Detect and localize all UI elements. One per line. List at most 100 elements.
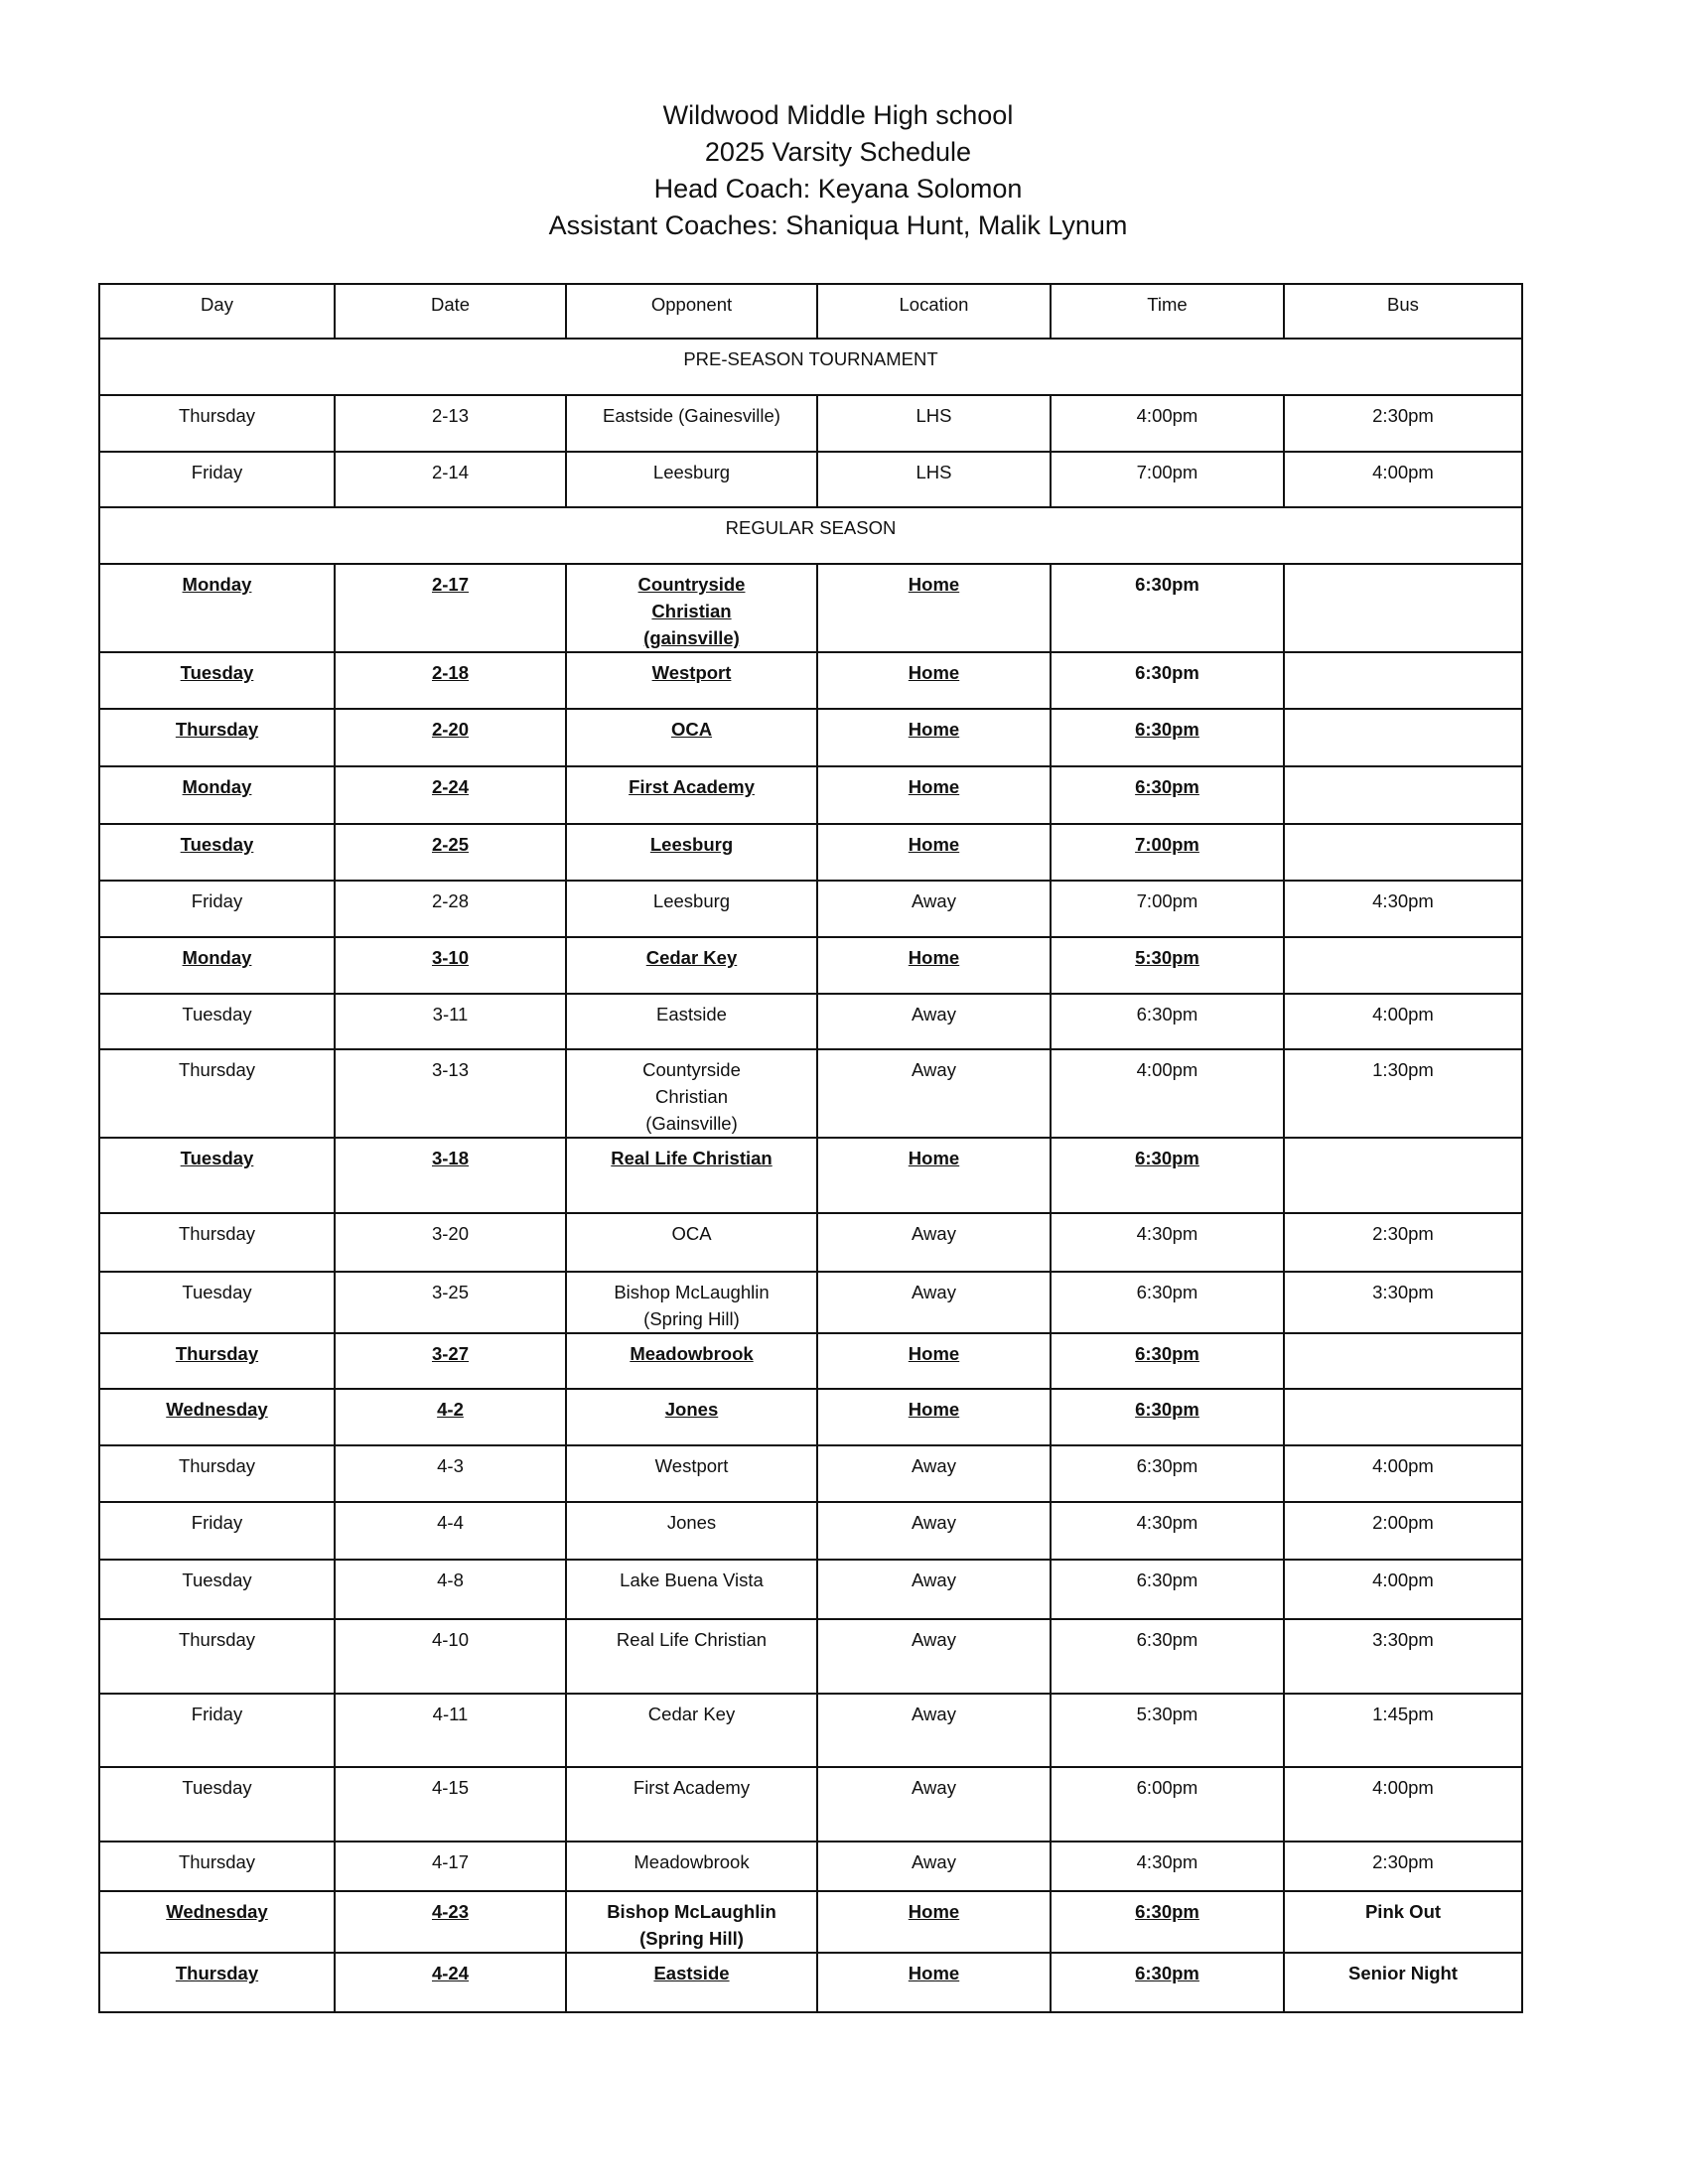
cell-location: Home — [816, 651, 1052, 710]
cell-opponent: Jones — [565, 1388, 818, 1446]
cell-bus — [1283, 1388, 1523, 1446]
cell-date: 2-20 — [334, 708, 567, 767]
cell-time: 4:00pm — [1050, 394, 1285, 453]
cell-opponent-text: Cedar Key — [645, 947, 738, 968]
table-row: Friday 4-11 Cedar Key Away 5:30pm 1:45pm — [98, 1693, 1523, 1768]
cell-opponent: Leesburg — [565, 823, 818, 882]
cell-bus: Senior Night — [1283, 1952, 1523, 2013]
cell-location: Home — [816, 1952, 1052, 2013]
cell-day-text: Tuesday — [182, 1282, 252, 1302]
cell-time-text: 6:30pm — [1135, 1343, 1199, 1364]
cell-day-text: Thursday — [175, 719, 259, 740]
cell-time: 7:00pm — [1050, 451, 1285, 508]
cell-time-text: 6:30pm — [1136, 1004, 1198, 1024]
cell-location-text: Away — [912, 1059, 956, 1080]
cell-location: Home — [816, 563, 1052, 653]
cell-time: 6:30pm — [1050, 1332, 1285, 1390]
cell-location-text: Away — [912, 1570, 956, 1590]
cell-day-text: Thursday — [175, 1963, 259, 1983]
cell-location: Home — [816, 1332, 1052, 1390]
cell-bus-text: 4:00pm — [1372, 1455, 1434, 1476]
column-header-bus-text: Bus — [1387, 294, 1419, 315]
cell-date: 2-28 — [334, 880, 567, 938]
cell-day-text: Monday — [182, 574, 252, 595]
school-name: Wildwood Middle High school — [662, 100, 1014, 130]
cell-bus — [1283, 651, 1523, 710]
cell-opponent-text: OCA — [670, 719, 713, 740]
table-row: Thursday 4-10 Real Life Christian Away 6:30p… — [98, 1618, 1523, 1695]
cell-date: 4-2 — [334, 1388, 567, 1446]
cell-opponent-text: Jones — [666, 1512, 717, 1533]
column-header-day-text: Day — [201, 294, 233, 315]
cell-day-text: Tuesday — [182, 1570, 252, 1590]
cell-date: 3-25 — [334, 1271, 567, 1334]
column-header-day: Day — [98, 283, 336, 340]
cell-bus: 1:30pm — [1283, 1048, 1523, 1139]
cell-location-text: Home — [908, 1148, 960, 1168]
cell-date: 4-17 — [334, 1841, 567, 1892]
cell-day-text: Thursday — [178, 405, 256, 426]
cell-opponent-text: OCA — [671, 1223, 712, 1244]
cell-day: Friday — [98, 451, 336, 508]
cell-time: 6:30pm — [1050, 993, 1285, 1050]
cell-day-text: Thursday — [178, 1223, 256, 1244]
cell-location: Home — [816, 936, 1052, 995]
cell-opponent: Lake Buena Vista — [565, 1559, 818, 1620]
cell-location: Home — [816, 1137, 1052, 1214]
section-regular-season-text: REGULAR SEASON — [725, 517, 897, 538]
cell-bus-text: 4:00pm — [1372, 1004, 1434, 1024]
cell-location: Away — [816, 1501, 1052, 1561]
document-header: Wildwood Middle High school 2025 Varsity… — [0, 97, 1676, 244]
cell-opponent-text: Leesburg — [649, 834, 734, 855]
cell-time: 6:30pm — [1050, 651, 1285, 710]
table-row: Monday 2-24 First Academy Home 6:30pm — [98, 765, 1523, 825]
cell-time: 6:30pm — [1050, 563, 1285, 653]
cell-date: 3-13 — [334, 1048, 567, 1139]
table-row: Thursday 3-27 Meadowbrook Home 6:30pm — [98, 1332, 1523, 1390]
cell-location: Away — [816, 1271, 1052, 1334]
cell-opponent-text: Westport — [654, 1455, 729, 1476]
cell-opponent: Meadowbrook — [565, 1841, 818, 1892]
cell-time: 6:30pm — [1050, 1271, 1285, 1334]
cell-day: Thursday — [98, 1332, 336, 1390]
cell-day-text: Thursday — [175, 1343, 259, 1364]
cell-opponent-text: Bishop McLaughlin (Spring Hill) — [607, 1901, 776, 1949]
cell-time-text: 7:00pm — [1136, 890, 1198, 911]
column-header-time-text: Time — [1147, 294, 1188, 315]
cell-date: 4-4 — [334, 1501, 567, 1561]
cell-date-text: 4-8 — [437, 1570, 464, 1590]
cell-date-text: 4-4 — [437, 1512, 464, 1533]
cell-location-text: Home — [908, 834, 960, 855]
cell-date-text: 2-28 — [431, 890, 470, 911]
cell-opponent: OCA — [565, 708, 818, 767]
cell-opponent-text: Leesburg — [652, 462, 731, 482]
cell-opponent: Countryside Christian (gainsville) — [565, 563, 818, 653]
cell-date: 4-10 — [334, 1618, 567, 1695]
cell-location-text: Home — [908, 719, 960, 740]
cell-location-text: Away — [912, 1629, 956, 1650]
cell-day: Friday — [98, 880, 336, 938]
table-row: Thursday 2-13 Eastside (Gainesville) LHS 4:0… — [98, 394, 1523, 453]
cell-location: Home — [816, 765, 1052, 825]
cell-bus-text: Senior Night — [1348, 1963, 1458, 1983]
cell-day: Monday — [98, 563, 336, 653]
cell-opponent: Eastside — [565, 993, 818, 1050]
cell-time: 6:30pm — [1050, 1890, 1285, 1954]
table-row: Tuesday 2-18 Westport Home 6:30pm — [98, 651, 1523, 710]
cell-day-text: Wednesday — [166, 1399, 268, 1420]
section-row: PRE-SEASON TOURNAMENT — [98, 338, 1523, 396]
cell-date-text: 4-15 — [431, 1777, 470, 1798]
table-row: Monday 2-17 Countryside Christian (gainsvi… — [98, 563, 1523, 653]
cell-date: 2-14 — [334, 451, 567, 508]
cell-location-text: LHS — [915, 405, 952, 426]
cell-day: Thursday — [98, 708, 336, 767]
cell-location-text: Home — [908, 574, 960, 595]
cell-location: Away — [816, 1766, 1052, 1843]
cell-location: Home — [816, 823, 1052, 882]
cell-day: Thursday — [98, 394, 336, 453]
cell-day: Tuesday — [98, 1271, 336, 1334]
cell-opponent-text: Bishop McLaughlin (Spring Hill) — [614, 1282, 770, 1329]
cell-date: 4-3 — [334, 1444, 567, 1503]
cell-opponent: Eastside (Gainesville) — [565, 394, 818, 453]
cell-time: 4:30pm — [1050, 1501, 1285, 1561]
